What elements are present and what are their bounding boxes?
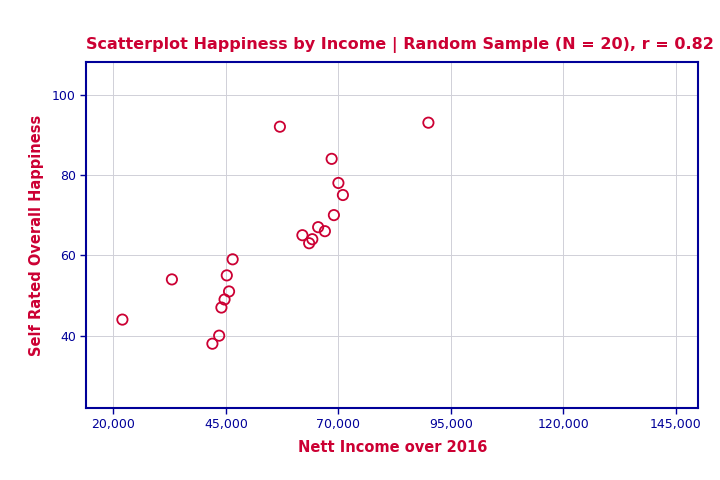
Point	[221, 272, 233, 279]
Point	[219, 296, 230, 303]
Point	[333, 179, 344, 187]
Point	[227, 255, 238, 263]
Text: Scatterplot Happiness by Income | Random Sample (N = 20), r = 0.82: Scatterplot Happiness by Income | Random…	[86, 36, 714, 52]
Point	[207, 340, 218, 348]
Point	[117, 316, 128, 324]
Point	[274, 123, 286, 131]
Point	[423, 119, 434, 127]
X-axis label: Nett Income over 2016: Nett Income over 2016	[297, 440, 487, 455]
Point	[328, 211, 340, 219]
Point	[297, 231, 308, 239]
Point	[307, 235, 318, 243]
Point	[223, 288, 235, 295]
Point	[326, 155, 338, 163]
Point	[213, 332, 225, 339]
Point	[166, 276, 178, 283]
Point	[319, 228, 330, 235]
Y-axis label: Self Rated Overall Happiness: Self Rated Overall Happiness	[29, 115, 44, 356]
Point	[303, 240, 315, 247]
Point	[216, 304, 228, 312]
Point	[312, 223, 324, 231]
Point	[337, 191, 348, 199]
